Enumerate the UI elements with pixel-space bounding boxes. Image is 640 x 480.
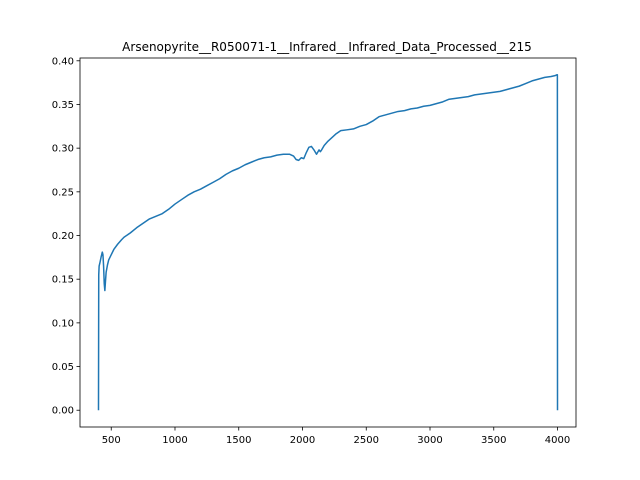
- y-axis-ticks: 0.00 0.05 0.10 0.15 0.20 0.25 0.30 0.35 0.40: [52, 56, 80, 417]
- x-tick-label: 4000: [545, 435, 570, 446]
- x-tick-label: 1000: [162, 435, 187, 446]
- x-tick-label: 3500: [481, 435, 506, 446]
- axes-frame: [79, 57, 577, 428]
- x-tick-label: 2500: [354, 435, 379, 446]
- series-line: [97, 74, 559, 411]
- y-tick-label: 0.00: [52, 406, 74, 417]
- chart-title: Arsenopyrite__R050071-1__Infrared__Infra…: [122, 40, 532, 54]
- plot-area: [97, 74, 559, 411]
- x-tick-label: 3000: [417, 435, 442, 446]
- y-tick-label: 0.35: [52, 100, 74, 111]
- x-tick-label: 1500: [226, 435, 251, 446]
- x-tick-label: 2000: [290, 435, 315, 446]
- y-tick-label: 0.25: [52, 187, 74, 198]
- x-tick-label: 500: [102, 435, 121, 446]
- x-axis-ticks: 500 1000 1500 2000 2500 3000 3500 4000: [102, 427, 570, 446]
- y-tick-label: 0.05: [52, 362, 74, 373]
- y-tick-label: 0.10: [52, 318, 74, 329]
- y-tick-label: 0.30: [52, 144, 74, 155]
- y-tick-label: 0.40: [52, 56, 74, 67]
- y-tick-label: 0.15: [52, 275, 74, 286]
- y-tick-label: 0.20: [52, 231, 74, 242]
